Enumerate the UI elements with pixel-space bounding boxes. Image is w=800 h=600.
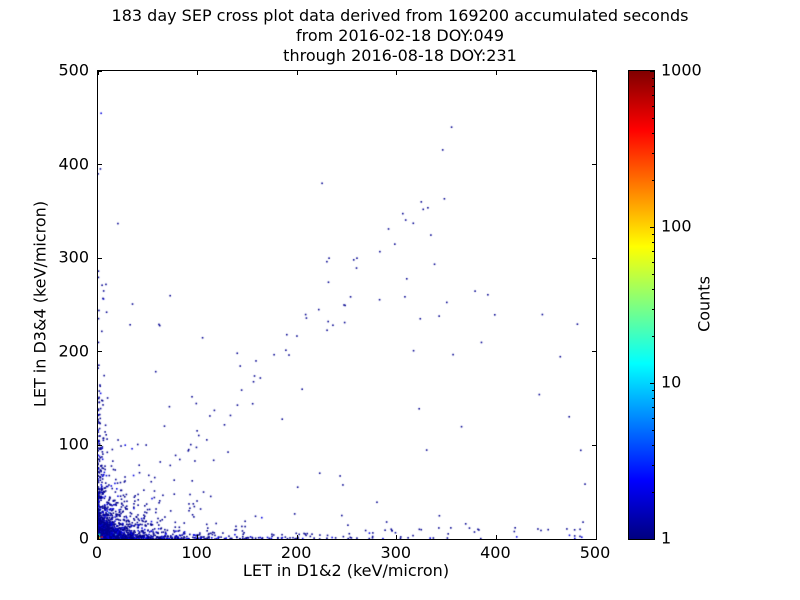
y-tick-label: 500	[58, 60, 89, 80]
x-tick	[296, 535, 298, 539]
scatter-canvas	[98, 71, 596, 539]
colorbar-minor-tick	[651, 78, 654, 80]
x-tick	[495, 535, 497, 539]
y-tick-right	[592, 164, 596, 166]
x-tick	[595, 535, 597, 539]
colorbar-minor-tick	[651, 429, 654, 431]
x-tick-label: 0	[91, 543, 103, 562]
colorbar-minor-tick	[651, 398, 654, 400]
colorbar-minor-tick	[651, 117, 654, 119]
y-tick-right	[592, 444, 596, 446]
colorbar-tick-label: 10	[661, 372, 682, 392]
colorbar-tick-label: 100	[661, 216, 692, 236]
x-tick-label: 200	[280, 543, 312, 562]
x-tick-top	[495, 71, 497, 75]
title-line-2: from 2016-02-18 DOY:049	[295, 26, 504, 45]
x-tick	[97, 535, 99, 539]
colorbar-minor-tick	[651, 492, 654, 494]
colorbar-minor-tick	[651, 180, 654, 182]
colorbar-minor-tick	[651, 464, 654, 466]
colorbar-tick	[650, 538, 654, 540]
title-line-3: through 2016-08-18 DOY:231	[283, 46, 517, 65]
colorbar-minor-tick	[651, 417, 654, 419]
colorbar-minor-tick	[651, 105, 654, 107]
colorbar-tick	[650, 70, 654, 72]
x-tick-top	[197, 71, 199, 75]
y-tick	[98, 70, 102, 72]
y-tick-label: 100	[58, 434, 89, 454]
y-tick-label: 400	[58, 154, 89, 174]
colorbar-tick	[650, 226, 654, 228]
colorbar-minor-tick	[651, 242, 654, 244]
x-tick	[197, 535, 199, 539]
colorbar-minor-tick	[651, 289, 654, 291]
colorbar-tick-label: 1	[661, 528, 672, 548]
y-tick	[98, 351, 102, 353]
colorbar-minor-tick	[651, 273, 654, 275]
colorbar-label: Counts	[694, 276, 714, 332]
x-axis-label: LET in D1&2 (keV/micron)	[242, 561, 450, 580]
title-line-1: 183 day SEP cross plot data derived from…	[111, 6, 689, 25]
y-tick-right	[592, 538, 596, 540]
y-axis-label: LET in D3&4 (keV/micron)	[30, 200, 50, 408]
x-tick-top	[595, 71, 597, 75]
colorbar-minor-tick	[651, 407, 654, 409]
x-tick-top	[97, 71, 99, 75]
chart-title: 183 day SEP cross plot data derived from…	[0, 6, 800, 66]
colorbar-tick	[650, 382, 654, 384]
y-tick-right	[592, 70, 596, 72]
y-tick	[98, 444, 102, 446]
colorbar-minor-tick	[651, 133, 654, 135]
x-tick-label: 500	[579, 543, 611, 562]
colorbar-minor-tick	[651, 251, 654, 253]
colorbar	[628, 70, 655, 540]
colorbar-minor-tick	[651, 234, 654, 236]
y-tick	[98, 538, 102, 540]
colorbar-minor-tick	[651, 308, 654, 310]
colorbar-minor-tick	[651, 86, 654, 88]
colorbar-minor-tick	[651, 95, 654, 97]
x-tick-top	[396, 71, 398, 75]
colorbar-gradient	[629, 71, 654, 539]
y-tick	[98, 164, 102, 166]
y-tick-right	[592, 257, 596, 259]
colorbar-tick-label: 1000	[661, 60, 702, 80]
x-tick-label: 300	[380, 543, 412, 562]
colorbar-minor-tick	[651, 390, 654, 392]
y-tick	[98, 257, 102, 259]
y-tick-right	[592, 351, 596, 353]
y-tick-label: 0	[78, 528, 89, 548]
x-tick	[396, 535, 398, 539]
y-tick-label: 200	[58, 341, 89, 361]
plot-area	[97, 70, 597, 540]
colorbar-minor-tick	[651, 445, 654, 447]
x-tick-top	[296, 71, 298, 75]
colorbar-minor-tick	[651, 152, 654, 154]
colorbar-minor-tick	[651, 336, 654, 338]
x-tick-label: 400	[480, 543, 511, 562]
colorbar-minor-tick	[651, 261, 654, 263]
x-tick-label: 100	[181, 543, 212, 562]
y-tick-label: 300	[58, 247, 89, 267]
